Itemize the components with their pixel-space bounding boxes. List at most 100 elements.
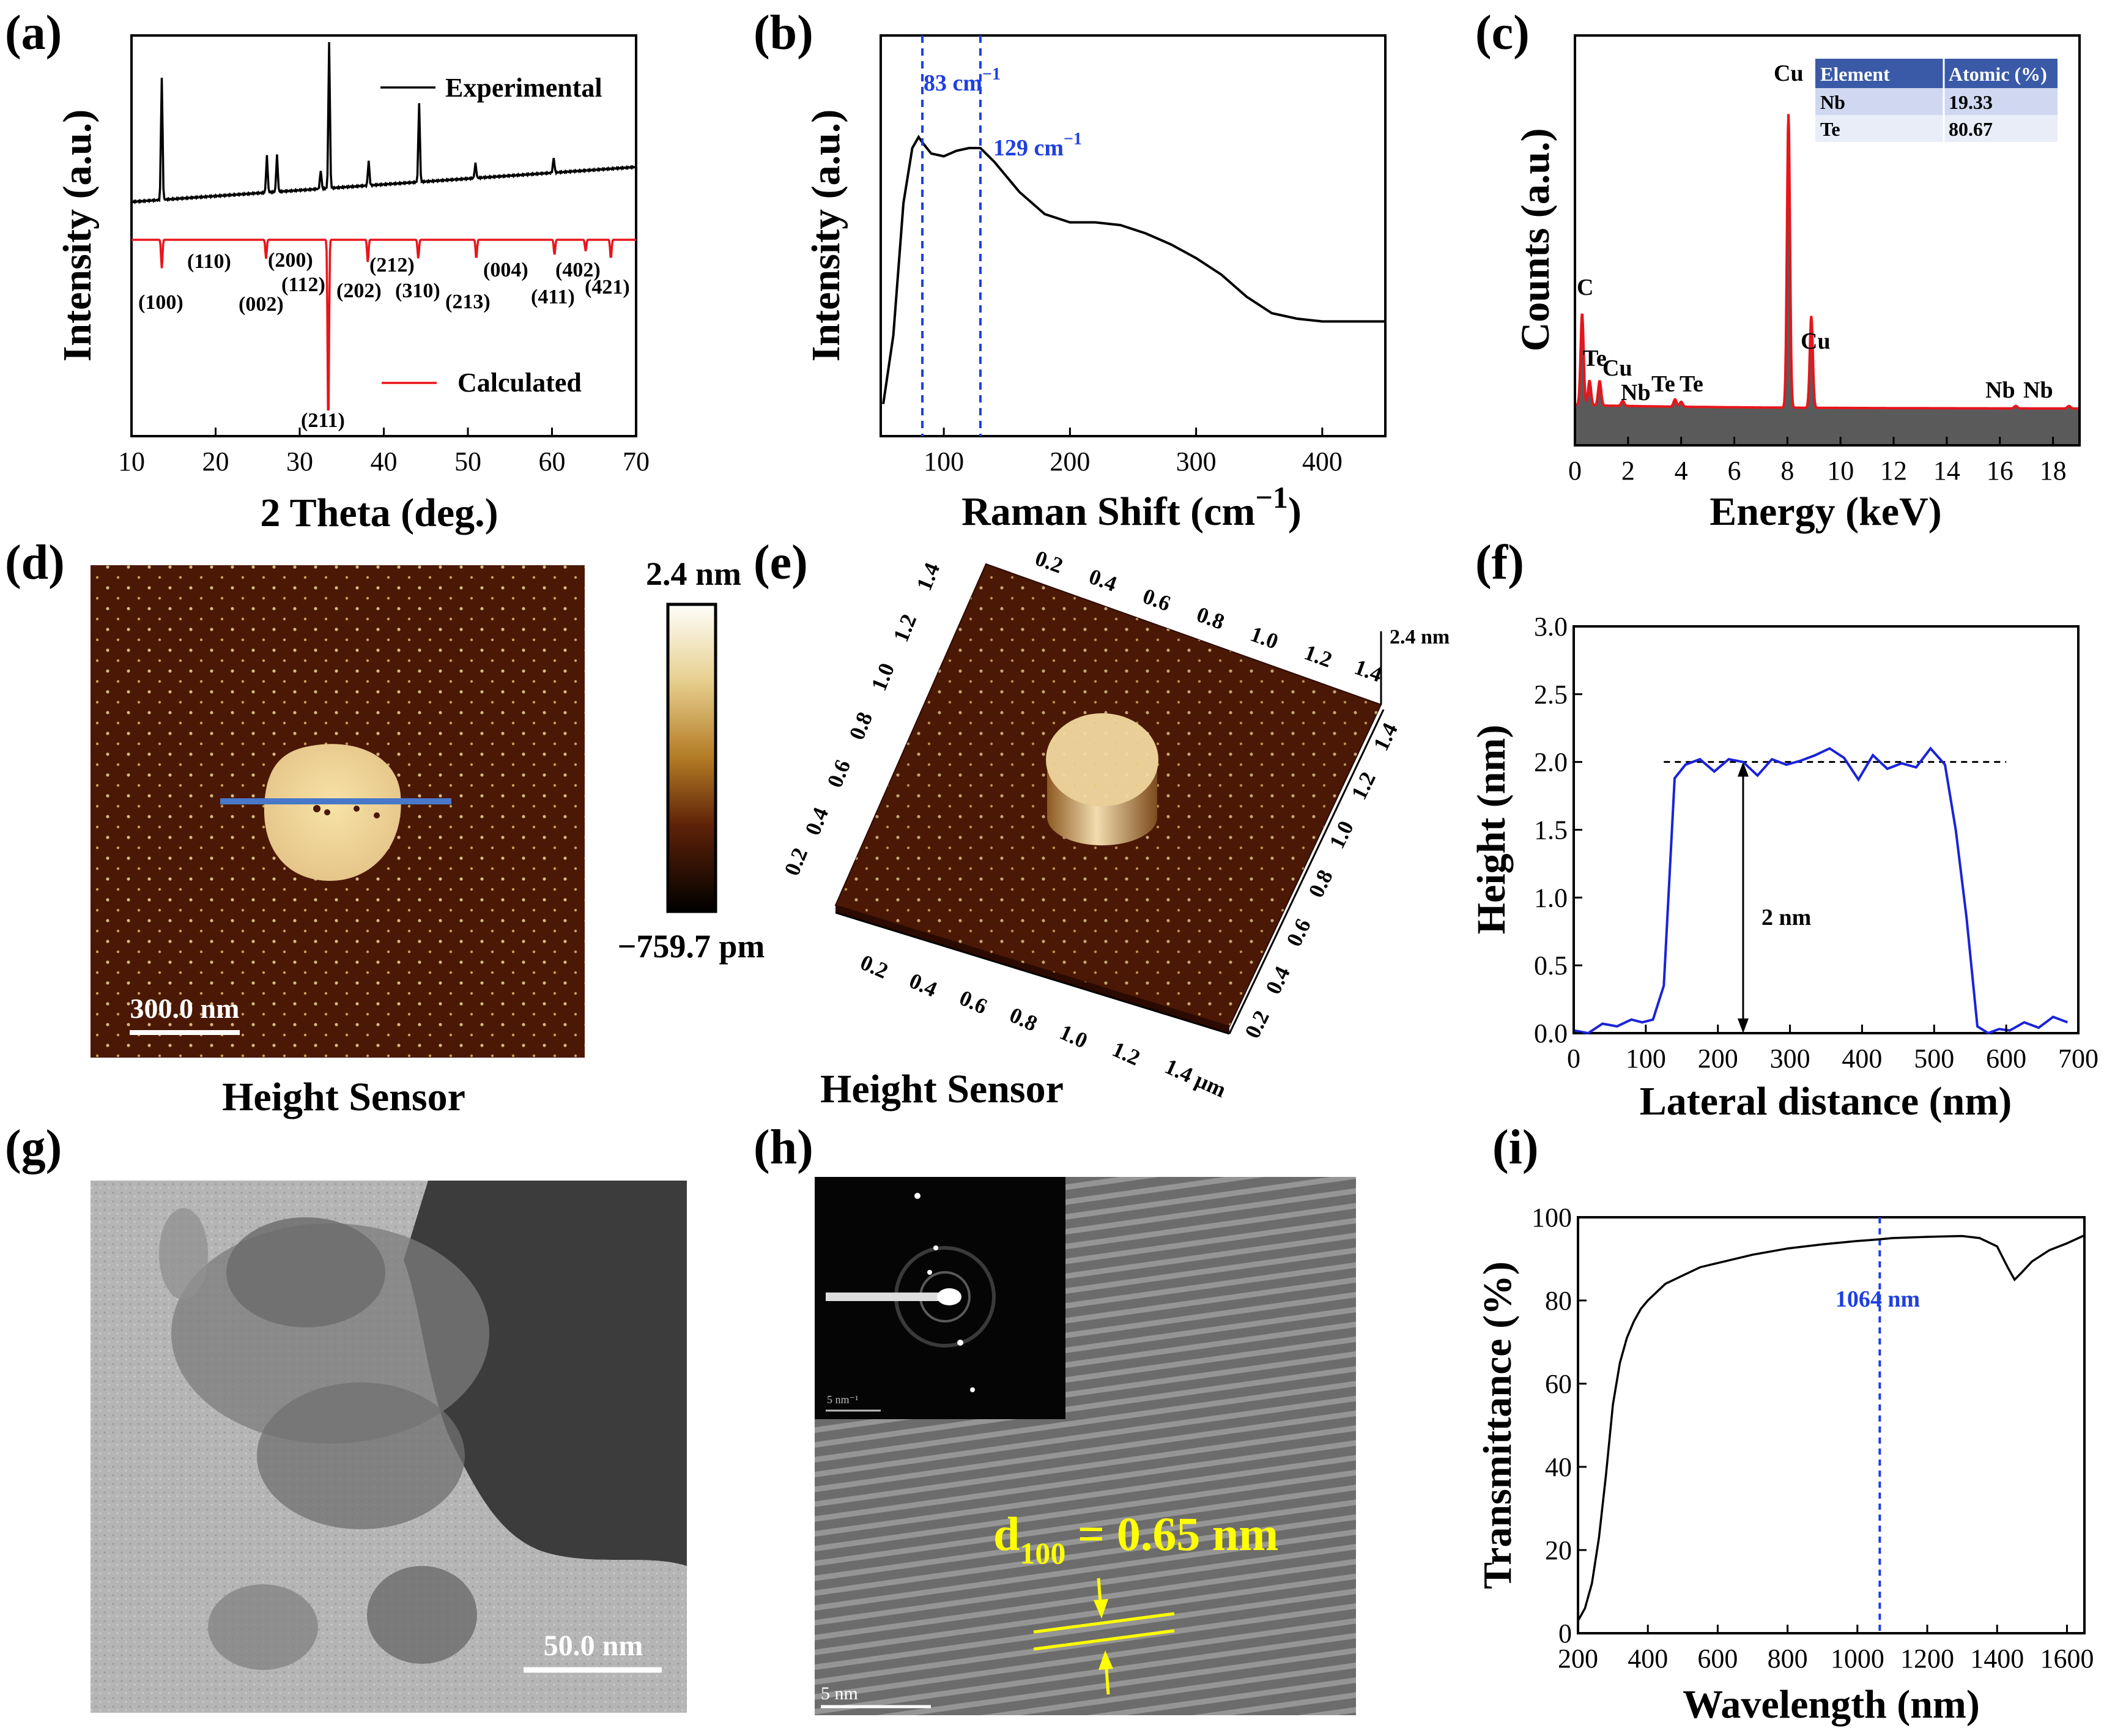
panel-label-i: (i)	[1492, 1121, 1539, 1174]
caption-d: Height Sensor	[222, 1075, 465, 1119]
axis-tick: 0.6	[956, 985, 991, 1019]
saed-spot	[957, 1340, 963, 1346]
eds-peak-label: Cu	[1602, 355, 1632, 381]
axis-tick: 0.4	[1261, 963, 1295, 998]
panel-label-h: (h)	[754, 1121, 813, 1174]
hkl-label: (211)	[301, 409, 345, 432]
panel-c: (c) 0 2 4 6 8 10 12 14 16 18 C Te Cu Nb Te Te Cu …	[1475, 6, 2081, 534]
y-tick-f-label: 3.0	[1534, 612, 1568, 642]
tem-particle	[159, 1208, 208, 1300]
x-tick-f-label: 600	[1986, 1044, 2026, 1074]
y-axis-label-f: Height (nm)	[1469, 725, 1514, 935]
axes-frame-b	[880, 34, 1387, 437]
hkl-label: (421)	[585, 276, 630, 299]
axis-tick: 1.4	[1368, 719, 1402, 755]
hkl-label: (112)	[281, 273, 325, 296]
table-row-bg	[1815, 115, 2058, 142]
panel-label-f: (f)	[1475, 536, 1524, 590]
panel-h: (h) 5 nm⁻¹ d100 = 0.65 nm 5 nm	[754, 1121, 1356, 1715]
x-tick-a-label: 20	[202, 447, 229, 477]
x-ticks-b: 100 200 300 400	[924, 428, 1343, 477]
eds-peak-label: Te	[1651, 371, 1675, 397]
colorbar	[666, 603, 717, 913]
experimental-series-line	[131, 42, 636, 205]
x-tick-i-label: 200	[1558, 1644, 1598, 1674]
peak-annotation-83: 83 cm−1	[924, 65, 1001, 96]
eds-peak-label: Cu	[1774, 61, 1804, 86]
caption-e: Height Sensor	[820, 1067, 1064, 1111]
afm-defect	[324, 809, 330, 815]
panel-i: (i) 1064 nm 200 400 600 800 1000 1200 1400 1600…	[1475, 1121, 2094, 1727]
x-tick-c-label: 18	[2040, 456, 2067, 486]
saed-spot	[927, 1270, 932, 1275]
x-axis-label-f: Lateral distance (nm)	[1640, 1079, 2012, 1124]
x-tick-i-label: 800	[1768, 1644, 1808, 1674]
panel-g: (g) 50.0 nm	[5, 1121, 687, 1713]
legend-experimental: Experimental	[445, 73, 602, 103]
panel-e: (e) 2.4 nm 0.2 0.4 0.6 0.8 1.0 1.2 1.4 1…	[754, 536, 1450, 1111]
axis-tick: 0.2	[779, 844, 812, 879]
y-tick-i-label: 20	[1545, 1535, 1572, 1565]
bottom-axis-e	[835, 911, 1230, 1035]
axis-tick: 0.2	[1032, 546, 1066, 578]
axis-tick: 1.0	[1247, 621, 1281, 654]
x-tick-c-label: 2	[1621, 456, 1635, 486]
panel-a: (a) 10 20 30 40 50 60 70 Experimental Calculat…	[5, 6, 650, 535]
y-axis-label-a: Intensity (a.u.)	[55, 109, 100, 362]
saed-spot	[970, 1387, 975, 1392]
table-cell: 80.67	[1949, 118, 1993, 140]
hkl-label: (213)	[445, 291, 491, 313]
tem-particle	[367, 1566, 477, 1664]
panel-label-g: (g)	[5, 1121, 62, 1174]
tem-particle	[226, 1217, 385, 1327]
y-tick-f-label: 1.0	[1534, 883, 1568, 913]
x-tick-i-label: 400	[1628, 1644, 1668, 1674]
x-axis-label-b: Raman Shift (cm−1)	[961, 480, 1302, 534]
x-tick-b-label: 200	[1050, 447, 1090, 477]
tem-particle	[208, 1584, 318, 1670]
y-tick-i-label: 0	[1558, 1619, 1572, 1649]
x-tick-a-label: 70	[623, 447, 650, 477]
table-cell: Te	[1820, 118, 1840, 140]
scalebar-label-d: 300.0 nm	[130, 993, 240, 1024]
y-tick-f-label: 2.0	[1534, 747, 1568, 777]
x-tick-c-label: 12	[1880, 456, 1907, 486]
lattice-line-1	[1033, 1612, 1175, 1634]
colorbar-min: −759.7 pm	[618, 928, 765, 965]
x-tick-f-label: 0	[1567, 1044, 1580, 1074]
x-tick-f-label: 500	[1914, 1044, 1954, 1074]
x-tick-a-label: 60	[539, 447, 566, 477]
axis-tick: 1.0	[866, 659, 899, 694]
z-axis-label: 2.4 nm	[1390, 626, 1450, 648]
axis-tick: 0.2	[1240, 1007, 1274, 1042]
table-row-bg	[1815, 88, 2058, 115]
x-tick-a-label: 50	[454, 447, 481, 477]
x-tick-b-label: 400	[1302, 447, 1343, 477]
afm-defect	[354, 806, 360, 812]
table-header-cell: Atomic (%)	[1949, 63, 2047, 85]
hkl-label: (402)	[555, 259, 601, 281]
beam-stopper	[826, 1293, 942, 1301]
scalebar-label-h: 5 nm	[821, 1683, 858, 1704]
y-tick-f-label: 2.5	[1534, 680, 1568, 710]
right-axis-e	[1228, 709, 1385, 1034]
axis-tick: 0.8	[1303, 866, 1338, 902]
y-ticks-i: 0 20 40 60 80 100	[1532, 1203, 1587, 1649]
panel-label-e: (e)	[754, 536, 808, 590]
y-tick-f-label: 1.5	[1534, 815, 1568, 845]
x-axis-label-c: Energy (keV)	[1710, 489, 1941, 534]
x-tick-c-label: 16	[1987, 456, 2013, 486]
afm-3d-sheet-texture	[1046, 713, 1158, 806]
panel-label-b: (b)	[754, 6, 813, 60]
panel-f: (f) 2 nm 0 100 200 300 400 500 600 700 0.0 0.5 1.…	[1469, 536, 2098, 1124]
afm-nanosheet	[264, 744, 401, 881]
axis-tick: 0.8	[1193, 602, 1228, 634]
d-arrow-top-head	[1094, 1599, 1108, 1619]
table-header-cell: Element	[1820, 63, 1890, 85]
x-tick-i-label: 1000	[1831, 1644, 1884, 1674]
x-tick-c-label: 4	[1675, 456, 1688, 486]
axis-tick: 1.0	[1056, 1020, 1091, 1053]
legend-calculated: Calculated	[457, 368, 582, 398]
panel-label-d: (d)	[5, 536, 65, 590]
saed-central-spot	[937, 1288, 961, 1305]
